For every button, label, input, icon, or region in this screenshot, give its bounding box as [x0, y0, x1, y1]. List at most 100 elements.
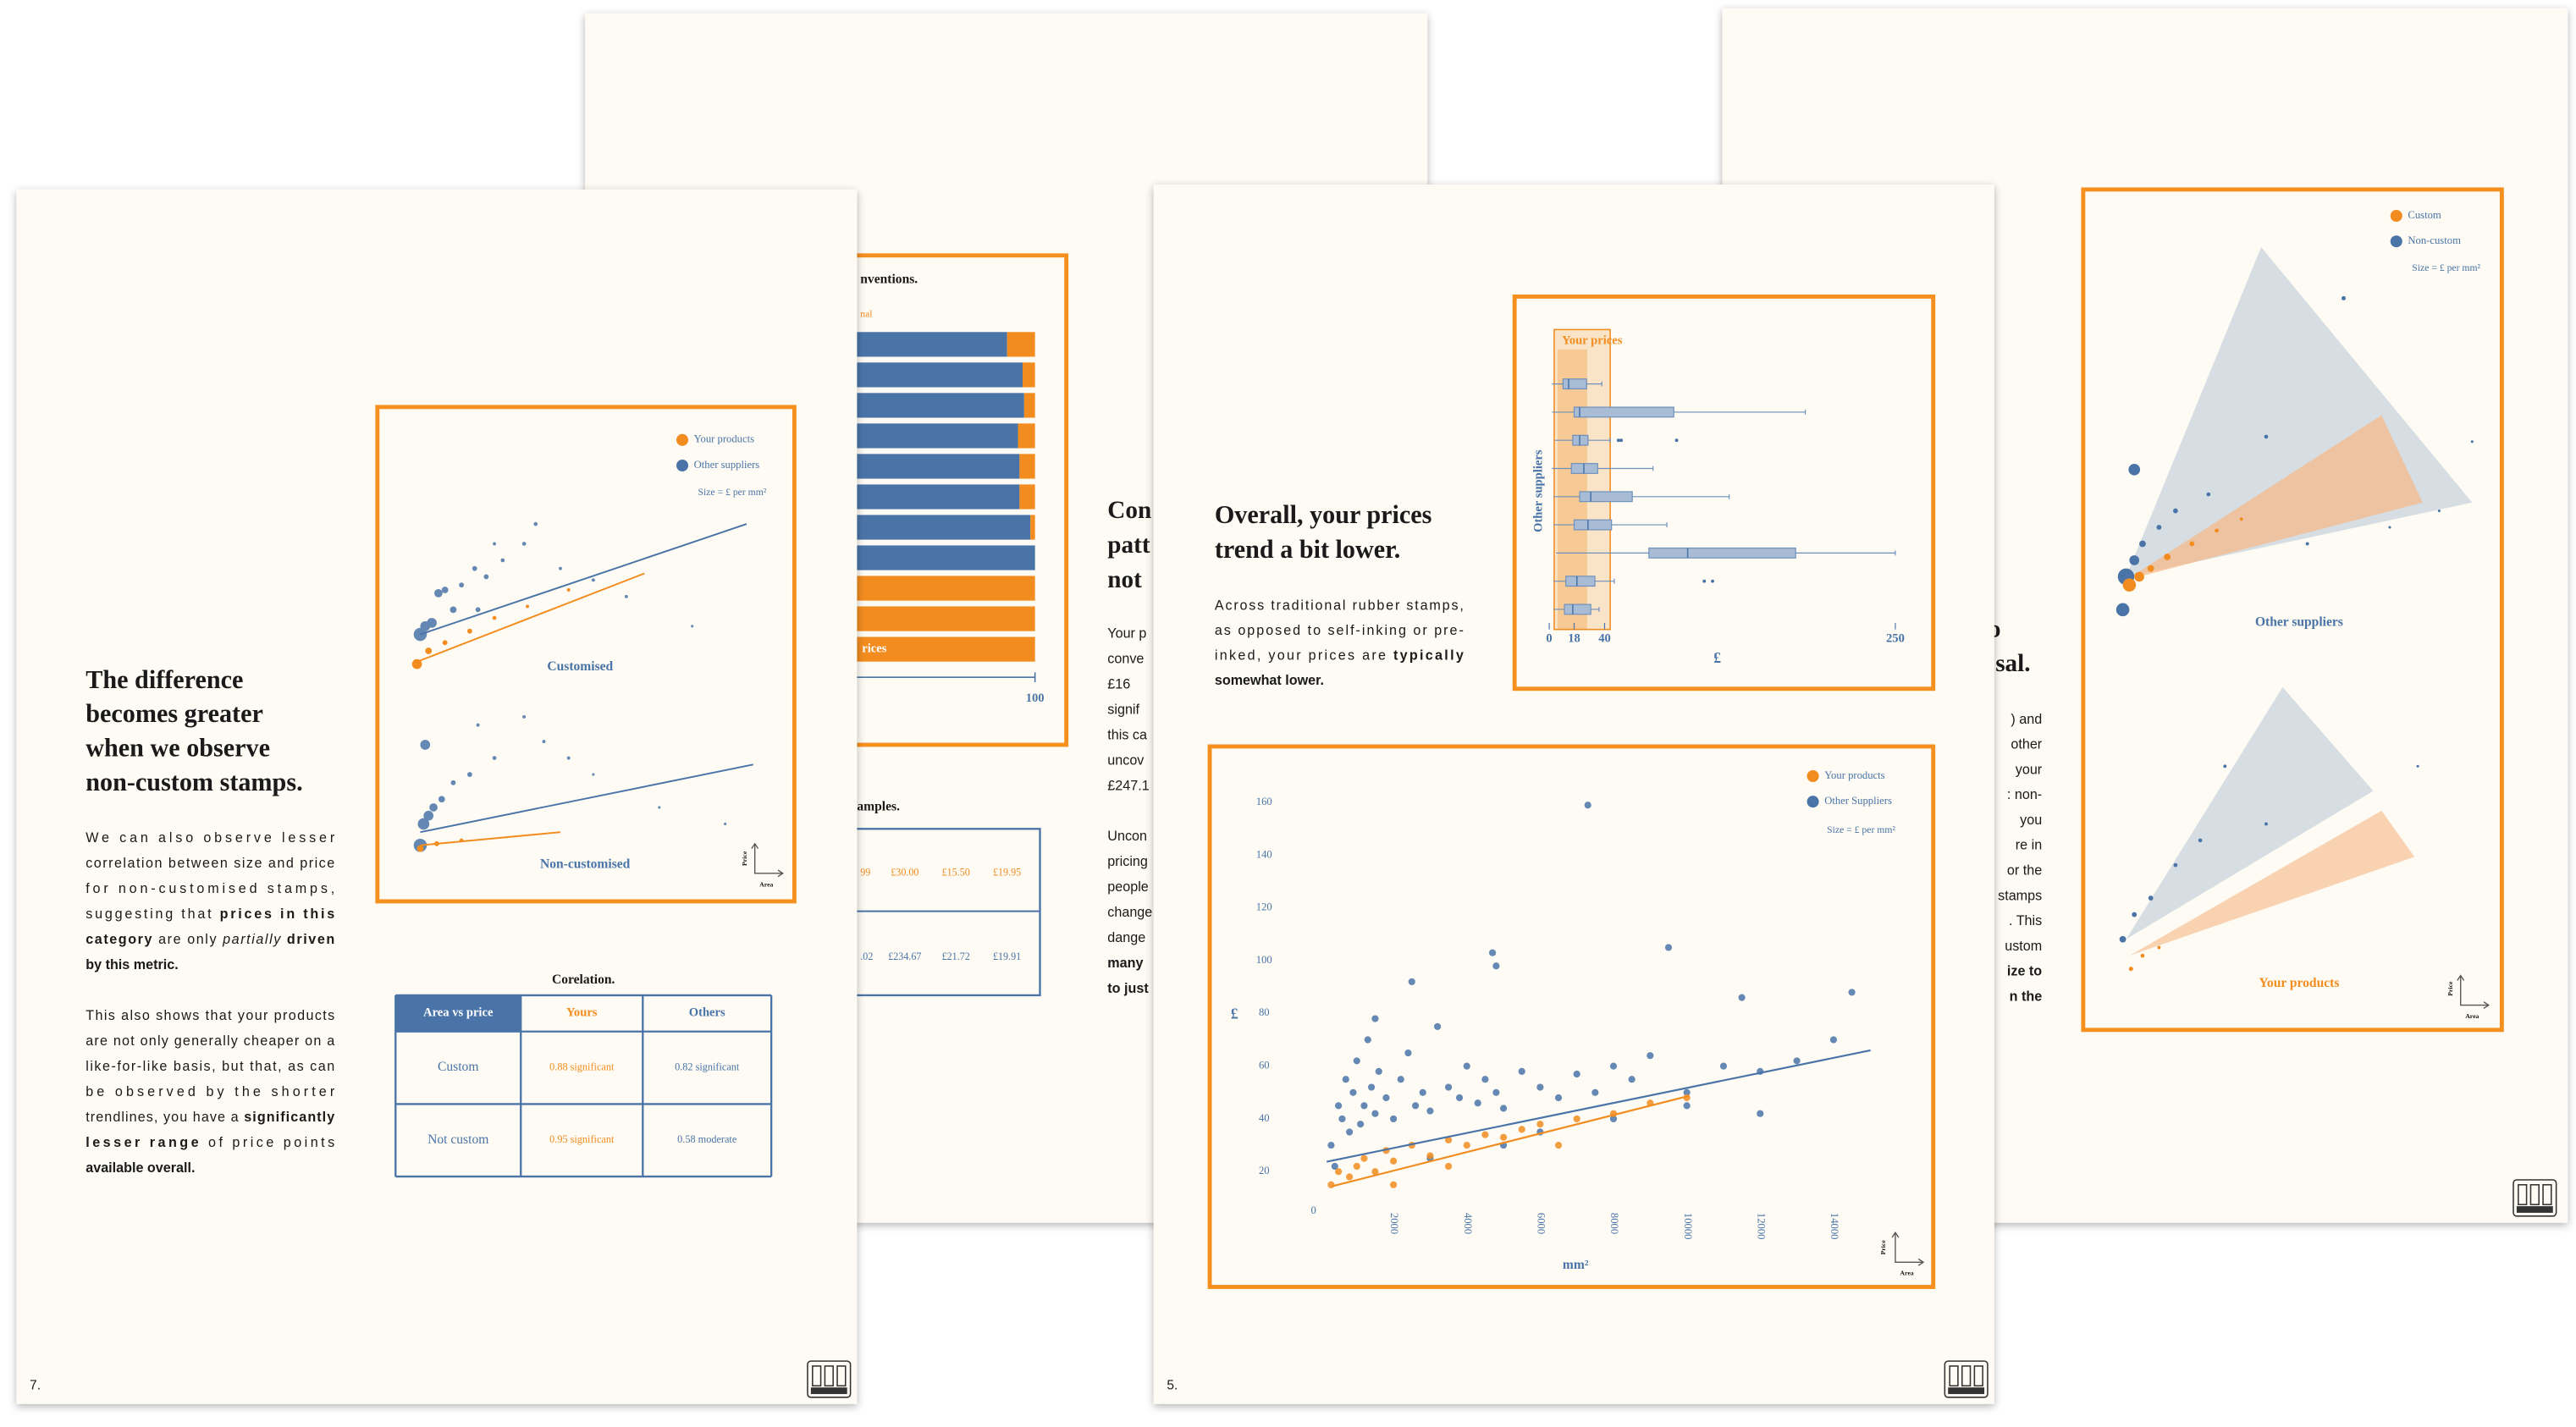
box	[1648, 547, 1796, 559]
heading: sal.	[1995, 650, 2030, 677]
x-tick-label: 6000	[1535, 1213, 1547, 1234]
bar-segment	[1018, 423, 1035, 449]
text-line: : non-	[2007, 787, 2042, 802]
point	[1738, 994, 1746, 1001]
point	[1371, 1168, 1379, 1176]
text-run: to just	[1107, 981, 1149, 996]
point	[1444, 1083, 1453, 1091]
legend-marker	[2390, 210, 2402, 223]
x-tick-label: 40	[1598, 632, 1611, 646]
trendline	[420, 831, 561, 846]
trendline	[420, 523, 747, 636]
text-run: Uncon	[1107, 829, 1147, 844]
text-line: other	[2011, 737, 2042, 752]
text-line: pricing	[1107, 854, 1148, 869]
point	[1368, 1083, 1376, 1091]
text-run: somewhat lower.	[1215, 673, 1324, 688]
text-line: change	[1107, 905, 1152, 920]
box	[1564, 603, 1591, 615]
text-run: . This	[2009, 913, 2042, 928]
header-cell	[395, 994, 521, 1032]
table-title: amples.	[857, 800, 900, 814]
table-cell: Custom	[438, 1060, 478, 1074]
heading: non-custom stamps.	[85, 768, 302, 796]
point	[1331, 1162, 1338, 1171]
text-run: stamps	[1998, 889, 2042, 904]
page-number: 5.	[1167, 1378, 1178, 1392]
point	[1829, 1036, 1838, 1044]
legend-marker	[676, 459, 689, 472]
point	[1474, 1099, 1481, 1107]
heading: not	[1107, 566, 1142, 593]
size-note: Size = £ per mm²	[1827, 824, 1895, 835]
point	[1371, 1015, 1379, 1022]
box	[1572, 434, 1589, 446]
text-run: driven	[282, 932, 334, 947]
x-tick-label: 14000	[1829, 1213, 1840, 1240]
page: Overall, your prices trend a bit lower. Ac…	[1153, 185, 1994, 1404]
bar-segment	[1019, 484, 1035, 510]
text-run: : non-	[2007, 787, 2042, 802]
heading: becomes greater	[85, 699, 263, 728]
axis-icon	[2457, 974, 2491, 1010]
box	[1573, 519, 1613, 531]
text-line: for non-customised stamps,	[85, 881, 334, 896]
point	[1353, 1162, 1360, 1171]
point	[1492, 1088, 1500, 1096]
table-cell: £19.95	[993, 867, 1021, 879]
text-line: like-for-like basis, but that, as can	[85, 1059, 334, 1074]
panel-label: Other suppliers	[2255, 614, 2343, 629]
x-axis-label: mm²	[1563, 1258, 1589, 1272]
heading: Overall, your prices	[1215, 500, 1432, 529]
chart-frame	[1512, 295, 1936, 691]
y-tick-label: 40	[1259, 1112, 1270, 1124]
point	[1664, 944, 1673, 951]
axis-icon	[1891, 1231, 1925, 1266]
axis-icon-label: Price	[2446, 981, 2454, 996]
legend-label: Other Suppliers	[1824, 795, 1892, 807]
text-run: category	[85, 932, 152, 947]
point	[1757, 1110, 1764, 1117]
trendline	[1327, 1049, 1871, 1163]
point	[1463, 1141, 1470, 1149]
table-cell: £19.91	[993, 950, 1021, 962]
dots	[2122, 517, 2243, 972]
bar-segment	[1007, 332, 1035, 357]
x-tick-label: 10000	[1682, 1213, 1694, 1240]
axis-icon-label: Area	[2465, 1012, 2479, 1020]
box	[1573, 406, 1674, 418]
text-run: ize to	[2007, 964, 2042, 979]
text-run: ) and	[2011, 712, 2042, 727]
text-line: . This	[2009, 913, 2042, 928]
y-tick-label: 160	[1256, 796, 1272, 807]
y-tick-label: 140	[1256, 848, 1272, 860]
text-run: re in	[2016, 838, 2042, 853]
text-line: available overall.	[85, 1160, 195, 1176]
table-title: Corelation.	[552, 972, 615, 987]
size-note: Size = £ per mm²	[698, 487, 767, 498]
axis-icon-label: Price	[1879, 1240, 1887, 1255]
outlier	[1702, 579, 1707, 583]
point	[1455, 1094, 1464, 1102]
text-line: uncov	[1107, 753, 1145, 769]
point	[1364, 1036, 1371, 1044]
axis-icon-label: Area	[1900, 1270, 1913, 1277]
text-line: ustom	[2005, 939, 2042, 954]
point	[1390, 1181, 1398, 1188]
chart-frame	[375, 405, 797, 904]
text-run: signif	[1107, 702, 1139, 718]
outlier	[1616, 438, 1620, 443]
dots	[2115, 295, 2474, 943]
text-run: inked, your prices are	[1215, 648, 1392, 664]
point	[1360, 1154, 1368, 1162]
chart-frame	[1207, 744, 1936, 1289]
range-cone	[2126, 686, 2374, 939]
text-line: lesser range of price points	[85, 1135, 334, 1150]
table-cell: 0.82 significant	[675, 1061, 740, 1072]
point	[1433, 1022, 1442, 1030]
text-line: ize to	[2007, 964, 2042, 979]
origin-label: 0	[1311, 1204, 1316, 1216]
y-tick-label: 20	[1259, 1165, 1270, 1176]
point	[1408, 978, 1415, 986]
